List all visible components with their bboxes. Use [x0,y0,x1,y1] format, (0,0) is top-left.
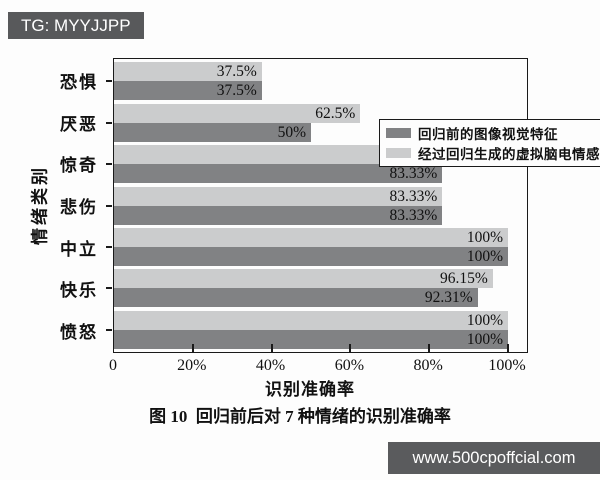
x-tick-label-60%: 60% [334,357,365,374]
bar-value-label: 83.33% [389,206,438,224]
category-label-6: 快乐 [60,281,98,301]
legend-row-before: 回归前的图像视觉特征 [386,124,600,142]
category-label-1: 恐惧 [60,73,98,93]
x-tick-mark-100% [507,344,509,352]
bar-before-regression: 100% [114,329,508,349]
category-label-2: 厌恶 [60,114,98,134]
bar-group-1: 37.5% 37.5% [114,62,508,101]
category-label-3: 惊奇 [60,156,98,176]
x-tick-label-20%: 20% [177,357,207,374]
category-label-7: 愤怒 [60,322,98,342]
bar-generated: 100% [114,310,508,330]
bar-group-6: 96.15% 92.31% [114,269,508,308]
bar-value-label: 83.33% [389,187,438,205]
plot-area: 37.5%37.5%62.5%50%91.67%83.33%83.33%83.3… [106,58,600,353]
bar-value-label: 50% [277,123,306,141]
legend-label-generated: 经过回归生成的虚拟脑电情感特征 [418,147,600,162]
bar-before-regression: 37.5% [114,81,262,101]
x-tick-mark-60% [349,344,352,352]
x-tick-label-40%: 40% [255,357,286,374]
y-tick-5 [106,228,113,266]
y-tick-3 [106,145,113,183]
bar-generated: 62.5% [114,103,361,123]
bar-before-regression: 100% [114,246,508,266]
legend-swatch-generated [386,148,411,158]
legend-row-generated: 经过回归生成的虚拟脑电情感特征 [386,144,600,162]
bar-value-label: 92.31% [424,289,473,307]
bar-value-label: 100% [466,311,503,329]
bar-generated: 96.15% [114,269,493,289]
watermark-badge: www.500cpoffcial.com [388,442,600,474]
watermark-text: www.500cpoffcial.com [412,448,576,467]
y-tick-2 [106,104,113,142]
x-tick-labels: 0 20% 40% 60% 80% 100% [109,357,526,379]
bar-group-4: 83.33% 83.33% [114,186,508,225]
tag-text: TG: MYYJJPP [21,15,131,35]
bar-group-7: 100% 100% [114,310,508,349]
x-tick-label-100%: 100% [488,357,526,374]
x-tick-mark-80% [428,344,431,352]
bar-value-label: 37.5% [216,82,257,100]
legend-label-before: 回归前的图像视觉特征 [418,127,558,142]
bar-generated: 83.33% [114,186,443,206]
bar-generated: 37.5% [114,62,262,82]
figure-caption: 图 10 回归前后对 7 种情绪的识别准确率 [149,407,451,426]
bar-before-regression: 50% [114,122,311,142]
y-tick-1 [106,62,113,100]
x-tick-label-0: 0 [109,357,117,374]
y-tick-4 [106,187,113,225]
category-labels-column: 恐惧厌恶惊奇悲伤中立快乐愤怒 [0,58,105,353]
y-tick-6 [106,269,113,307]
legend-box: 回归前的图像视觉特征 经过回归生成的虚拟脑电情感特征 [379,119,600,167]
bar-before-regression: 83.33% [114,205,443,225]
top-left-tag-badge: TG: MYYJJPP [8,12,144,39]
bar-group-2: 62.5% 50% [114,103,508,142]
y-tick-marks [106,59,113,352]
x-axis-title: 识别准确率 [265,380,355,399]
bar-before-regression: 92.31% [114,288,478,308]
bar-value-label: 100% [466,247,503,265]
category-label-5: 中立 [60,239,98,259]
x-tick-label-80%: 80% [413,357,443,374]
x-tick-mark-20% [191,344,194,352]
bar-groups: 37.5%37.5%62.5%50%91.67%83.33%83.33%83.3… [114,59,508,352]
bar-group-5: 100% 100% [114,227,508,266]
bar-value-label: 37.5% [216,63,257,81]
y-tick-7 [106,311,113,349]
bar-value-label: 62.5% [315,104,356,122]
bar-value-label: 100% [466,330,503,348]
legend-swatch-before [386,128,411,138]
bar-value-label: 96.15% [440,270,488,288]
x-tick-marks [114,59,509,352]
bar-value-label: 83.33% [389,165,438,183]
bar-before-regression: 83.33% [114,164,443,184]
x-tick-mark-40% [270,344,273,352]
bar-value-label: 100% [466,228,503,246]
bar-generated: 100% [114,227,508,247]
category-label-4: 悲伤 [60,198,98,217]
